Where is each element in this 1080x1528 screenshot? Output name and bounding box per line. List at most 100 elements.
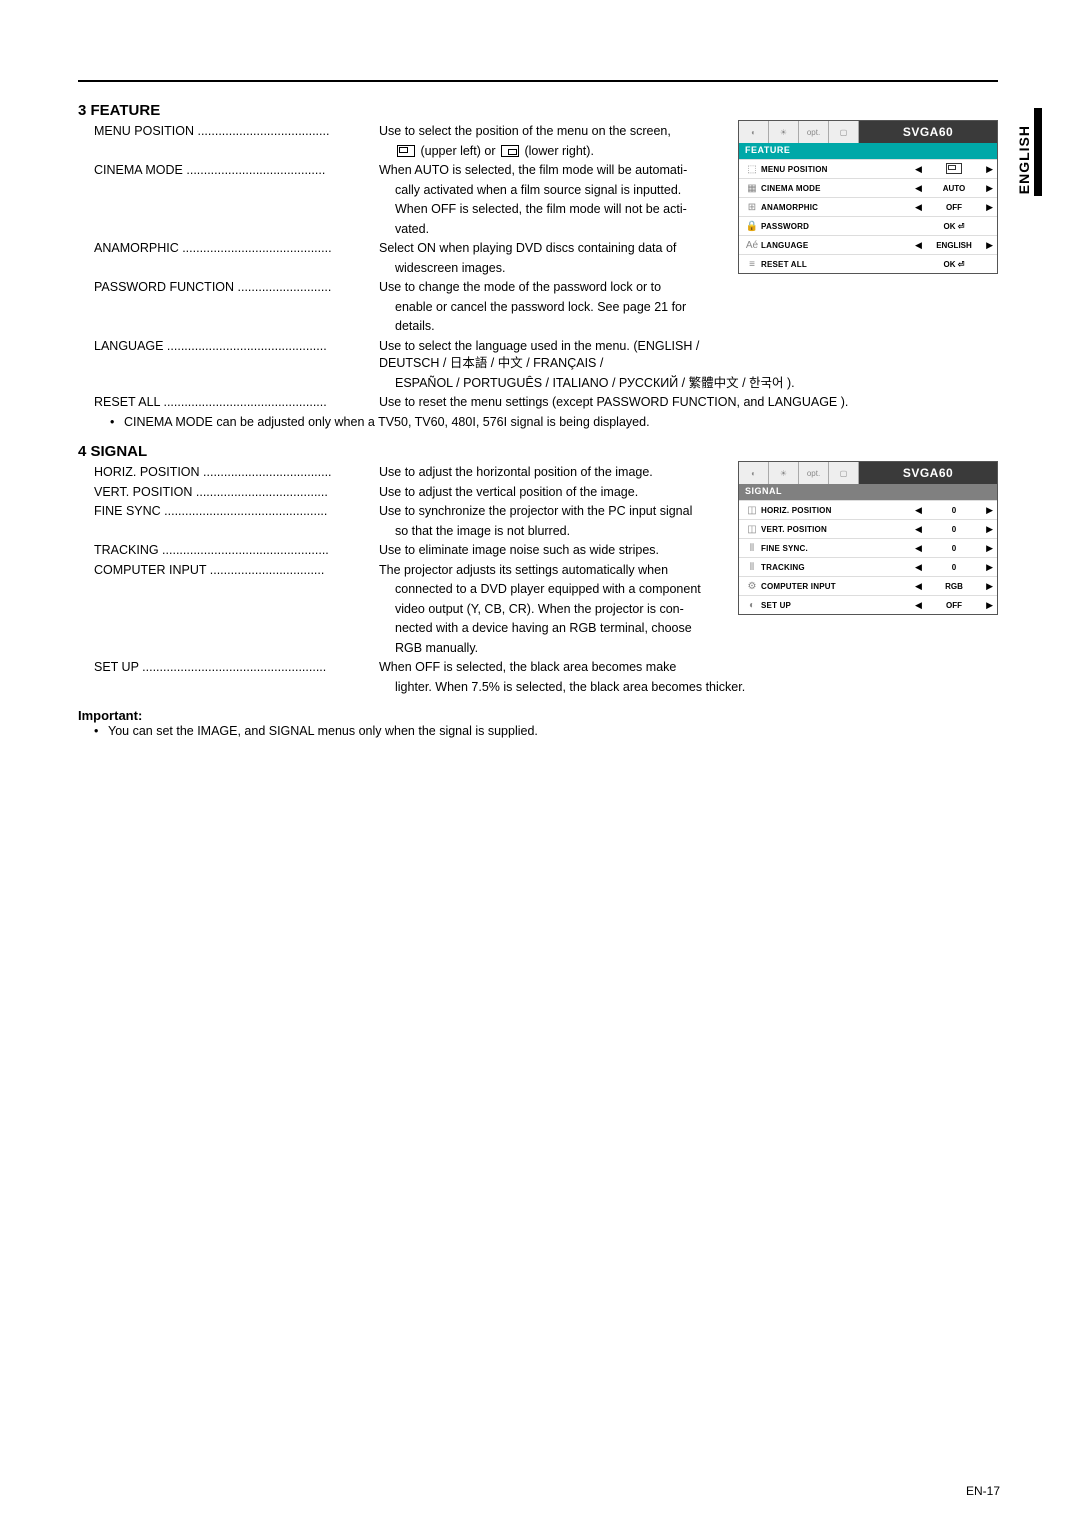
- osd-row-label: PASSWORD: [761, 222, 915, 231]
- left-arrow-icon[interactable]: ◀: [915, 183, 922, 194]
- lower-right-icon: [501, 145, 519, 157]
- desc-text: Use to adjust the horizontal position of…: [379, 464, 734, 482]
- osd-row-value: 0: [922, 544, 986, 553]
- osd-row-label: VERT. POSITION: [761, 525, 915, 534]
- osd-row[interactable]: ⚙COMPUTER INPUT◀RGB▶: [739, 576, 997, 595]
- desc-label: SET UP .................................…: [94, 659, 379, 677]
- side-language-bar: [1034, 108, 1042, 196]
- osd-row-icon: Aé: [743, 240, 761, 251]
- osd-row-icon: ⫴: [743, 543, 761, 554]
- left-arrow-icon[interactable]: ◀: [915, 202, 922, 213]
- desc-cont: ESPAÑOL / PORTUGUÊS / ITALIANO / РУССКИЙ…: [395, 375, 998, 393]
- desc-cont: details.: [395, 318, 998, 336]
- osd-row[interactable]: ◫HORIZ. POSITION◀0▶: [739, 500, 997, 519]
- left-arrow-icon[interactable]: ◀: [915, 600, 922, 611]
- desc-row: PASSWORD FUNCTION ......................…: [94, 279, 734, 297]
- desc-row: ANAMORPHIC .............................…: [94, 240, 734, 258]
- osd-row[interactable]: ▦CINEMA MODE◀AUTO▶: [739, 178, 997, 197]
- osd-row-label: HORIZ. POSITION: [761, 506, 915, 515]
- osd-row-icon: ⫴: [743, 562, 761, 573]
- desc-text: The projector adjusts its settings autom…: [379, 562, 734, 580]
- osd-tab[interactable]: ▢: [829, 462, 859, 484]
- left-arrow-icon[interactable]: ◀: [915, 524, 922, 535]
- desc-row: VERT. POSITION .........................…: [94, 484, 734, 502]
- desc-text: Use to select the position of the menu o…: [379, 123, 734, 141]
- osd-tab[interactable]: ▢: [829, 121, 859, 143]
- osd-header: SIGNAL: [739, 484, 997, 500]
- osd-row[interactable]: ≡RESET ALLOK ⏎: [739, 254, 997, 273]
- osd-row-value: RGB: [922, 582, 986, 591]
- desc-label: LANGUAGE ...............................…: [94, 338, 379, 373]
- desc-label: RESET ALL ..............................…: [94, 394, 379, 412]
- osd-row-value: OK ⏎: [915, 222, 993, 231]
- left-arrow-icon[interactable]: ◀: [915, 505, 922, 516]
- osd-row-label: TRACKING: [761, 563, 915, 572]
- osd-row-icon: ⬚: [743, 164, 761, 175]
- desc-label: HORIZ. POSITION ........................…: [94, 464, 379, 482]
- right-arrow-icon[interactable]: ▶: [986, 581, 993, 592]
- osd-row-icon: 🔒: [743, 221, 761, 232]
- feature-note: • CINEMA MODE can be adjusted only when …: [110, 414, 998, 432]
- right-arrow-icon[interactable]: ▶: [986, 183, 993, 194]
- right-arrow-icon[interactable]: ▶: [986, 543, 993, 554]
- osd-row[interactable]: 🔒PASSWORDOK ⏎: [739, 216, 997, 235]
- left-arrow-icon[interactable]: ◀: [915, 562, 922, 573]
- osd-tab[interactable]: ◐: [739, 121, 769, 143]
- osd-tab[interactable]: opt.: [799, 121, 829, 143]
- left-arrow-icon[interactable]: ◀: [915, 581, 922, 592]
- desc-label: COMPUTER INPUT .........................…: [94, 562, 379, 580]
- osd-tab[interactable]: ◐: [739, 462, 769, 484]
- osd-row[interactable]: ⫴TRACKING◀0▶: [739, 557, 997, 576]
- osd-signal-panel: ◐☀opt.▢SVGA60SIGNAL◫HORIZ. POSITION◀0▶◫V…: [738, 461, 998, 615]
- osd-row[interactable]: ⬚MENU POSITION◀▶: [739, 159, 997, 178]
- osd-row-label: LANGUAGE: [761, 241, 915, 250]
- right-arrow-icon[interactable]: ▶: [986, 505, 993, 516]
- osd-row-value-cell: ◀0▶: [915, 505, 993, 516]
- osd-row[interactable]: ◐SET UP◀OFF▶: [739, 595, 997, 614]
- osd-row-label: ANAMORPHIC: [761, 203, 915, 212]
- feature-title: 3 FEATURE: [78, 102, 998, 119]
- right-arrow-icon[interactable]: ▶: [986, 524, 993, 535]
- page-number: EN-17: [966, 1484, 1000, 1498]
- desc-label: TRACKING ...............................…: [94, 542, 379, 560]
- osd-row-value: OFF: [922, 601, 986, 610]
- osd-row[interactable]: ⊞ANAMORPHIC◀OFF▶: [739, 197, 997, 216]
- left-arrow-icon[interactable]: ◀: [915, 164, 922, 175]
- osd-tabs: ◐☀opt.▢SVGA60: [739, 462, 997, 484]
- osd-row[interactable]: ⫴FINE SYNC.◀0▶: [739, 538, 997, 557]
- desc-row: CINEMA MODE ............................…: [94, 162, 734, 180]
- osd-tab[interactable]: ☀: [769, 462, 799, 484]
- osd-row-label: CINEMA MODE: [761, 184, 915, 193]
- bullet-icon: •: [110, 414, 124, 432]
- desc-text: Use to change the mode of the password l…: [379, 279, 734, 297]
- right-arrow-icon[interactable]: ▶: [986, 240, 993, 251]
- osd-row-value: ENGLISH: [922, 241, 986, 250]
- inline-text: (upper left) or: [417, 144, 499, 158]
- right-arrow-icon[interactable]: ▶: [986, 202, 993, 213]
- osd-tab[interactable]: opt.: [799, 462, 829, 484]
- osd-row-value-cell: ◀0▶: [915, 543, 993, 554]
- osd-tab[interactable]: ☀: [769, 121, 799, 143]
- osd-row-value-cell: ◀RGB▶: [915, 581, 993, 592]
- feature-section: 3 FEATURE MENU POSITION ................…: [78, 102, 998, 431]
- top-rule: [78, 80, 998, 82]
- menu-position-icon: [946, 163, 962, 174]
- right-arrow-icon[interactable]: ▶: [986, 600, 993, 611]
- osd-row-value-cell: OK ⏎: [915, 260, 993, 269]
- osd-row-value: 0: [922, 563, 986, 572]
- important-note-text: You can set the IMAGE, and SIGNAL menus …: [108, 723, 538, 741]
- right-arrow-icon[interactable]: ▶: [986, 562, 993, 573]
- osd-row-icon: ≡: [743, 259, 761, 270]
- left-arrow-icon[interactable]: ◀: [915, 240, 922, 251]
- desc-text: Select ON when playing DVD discs contain…: [379, 240, 734, 258]
- osd-resolution: SVGA60: [859, 462, 997, 484]
- left-arrow-icon[interactable]: ◀: [915, 543, 922, 554]
- desc-text: Use to adjust the vertical position of t…: [379, 484, 734, 502]
- osd-row-label: COMPUTER INPUT: [761, 582, 915, 591]
- osd-tabs: ◐☀opt.▢SVGA60: [739, 121, 997, 143]
- osd-row-value-cell: ◀OFF▶: [915, 202, 993, 213]
- right-arrow-icon[interactable]: ▶: [986, 164, 993, 175]
- osd-row[interactable]: ◫VERT. POSITION◀0▶: [739, 519, 997, 538]
- desc-label: PASSWORD FUNCTION ......................…: [94, 279, 379, 297]
- osd-row[interactable]: AéLANGUAGE◀ENGLISH▶: [739, 235, 997, 254]
